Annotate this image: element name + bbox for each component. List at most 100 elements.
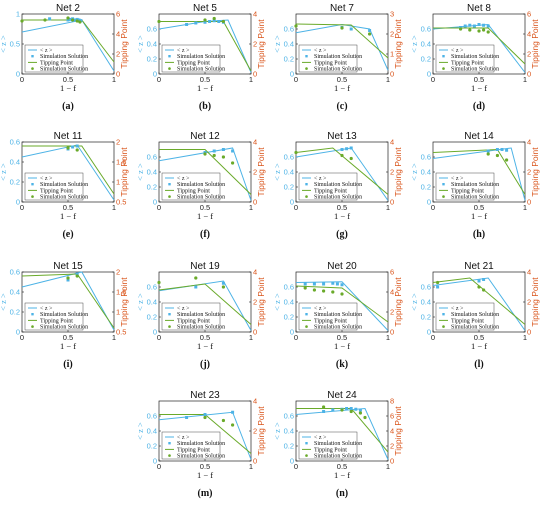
y-right-tick-label: 0 [390,457,394,466]
z-sim-point [486,24,490,28]
y-right-tick-label: 8 [390,397,394,406]
legend-square-swatch [442,55,445,58]
y-right-tick-label: 0 [116,70,120,79]
y-right-axis-label: Tipping Point [530,277,540,327]
z-sim-point [194,285,198,289]
tp-sim-point [436,280,440,285]
z-sim-point [231,149,235,153]
panel-caption: (c) [336,101,347,112]
legend-entry-label: Tipping Point [314,447,347,453]
y-left-tick-label: 0.4 [147,40,157,49]
tp-sim-point [231,423,235,427]
tipping-point-line [295,285,389,323]
y-left-tick-label: 0.2 [147,442,157,451]
panel-caption: (a) [62,101,74,112]
y-right-tick-label: 1.5 [116,158,126,167]
panel-caption: (g) [336,229,348,240]
z-series-line [158,19,252,73]
y-right-axis-label: Tipping Point [530,147,540,197]
tipping-point-line [295,147,389,195]
tp-sim-point [349,156,353,161]
legend-entry-label: < z > [177,48,190,54]
z-sim-point [221,281,225,285]
z-sim-point [194,21,198,25]
legend-square-swatch [442,313,445,316]
y-left-axis-label: < z > [272,35,282,53]
legend-entry-label: < z > [40,306,53,312]
z-sim-point [340,148,344,151]
y-left-tick-label: 0 [427,328,431,337]
legend-square-swatch [305,55,308,58]
y-left-tick-label: 0.4 [284,298,294,307]
panel-title: Net 19 [190,261,220,272]
z-sim-point [482,278,486,281]
legend-entry-label: Simulation Solution [40,182,88,188]
x-axis-label: 1 − f [197,83,213,93]
legend-dot-swatch [305,325,308,328]
x-tick-label: 1 [523,75,527,84]
legend-entry-label: Tipping Point [177,447,210,453]
y-right-tick-label: 1.5 [116,288,126,297]
legend-entry-label: Tipping Point [314,188,347,194]
x-tick-label: 0 [431,203,435,212]
y-left-axis-label: < z > [135,422,145,440]
x-axis-label: 1 − f [60,211,76,221]
legend-entry-label: Simulation Solution [314,182,362,188]
x-axis-label: 1 − f [471,211,487,221]
y-right-tick-label: 4 [253,10,257,19]
z-sim-point [349,407,353,410]
legend-entry-label: Tipping Point [314,60,347,66]
tp-sim-point [157,280,161,285]
panel-title: Net 23 [190,390,220,401]
legend-entry-label: Tipping Point [451,318,484,324]
tp-sim-point [303,286,307,290]
z-sim-point [322,410,326,413]
z-sim-point [77,18,81,22]
y-right-axis-label: Tipping Point [256,19,266,69]
y-left-axis-label: < z > [135,163,145,181]
x-tick-label: 0.5 [63,333,73,342]
legend-entry-label: Tipping Point [177,188,210,194]
panel-caption: (l) [474,359,483,370]
y-right-tick-label: 0.5 [116,198,126,207]
z-sim-point [217,20,221,23]
z-sim-point [185,23,189,26]
tipping-point-line [433,27,526,65]
legend-dot-swatch [168,325,171,328]
z-sim-point [477,279,481,283]
x-tick-label: 0.5 [337,203,347,212]
tipping-point-line [159,149,252,195]
y-right-tick-label: 4 [116,30,120,39]
panel-title: Net 11 [54,131,83,142]
panel-caption: (b) [199,101,211,112]
legend-square-swatch [305,183,308,186]
legend-entry-label: Simulation Solution [314,54,362,60]
y-right-tick-label: 0.5 [116,328,126,337]
y-left-tick-label: 0 [153,198,157,207]
tp-sim-point [221,19,225,24]
legend-entry-label: < z > [451,48,464,54]
legend-dot-swatch [31,325,34,328]
y-right-tick-label: 4 [253,268,257,277]
z-sim-point [48,17,52,21]
legend-entry-label: Simulation Solution [177,441,225,447]
z-sim-point [472,24,476,28]
z-sim-point [354,407,358,411]
z-sim-point [203,413,207,416]
z-sim-point [322,282,326,286]
legend-entry-label: Simulation Solution [314,325,362,331]
y-right-tick-label: 0 [253,328,257,337]
panel-title: Net 5 [193,3,217,14]
y-left-tick-label: 0.6 [147,153,157,162]
tp-sim-point [71,18,75,22]
x-tick-label: 1 [386,203,390,212]
tp-sim-point [349,409,353,414]
y-right-axis-label: Tipping Point [393,147,403,197]
legend-entry-label: Simulation Solution [451,195,499,201]
y-right-tick-label: 0 [527,70,531,79]
